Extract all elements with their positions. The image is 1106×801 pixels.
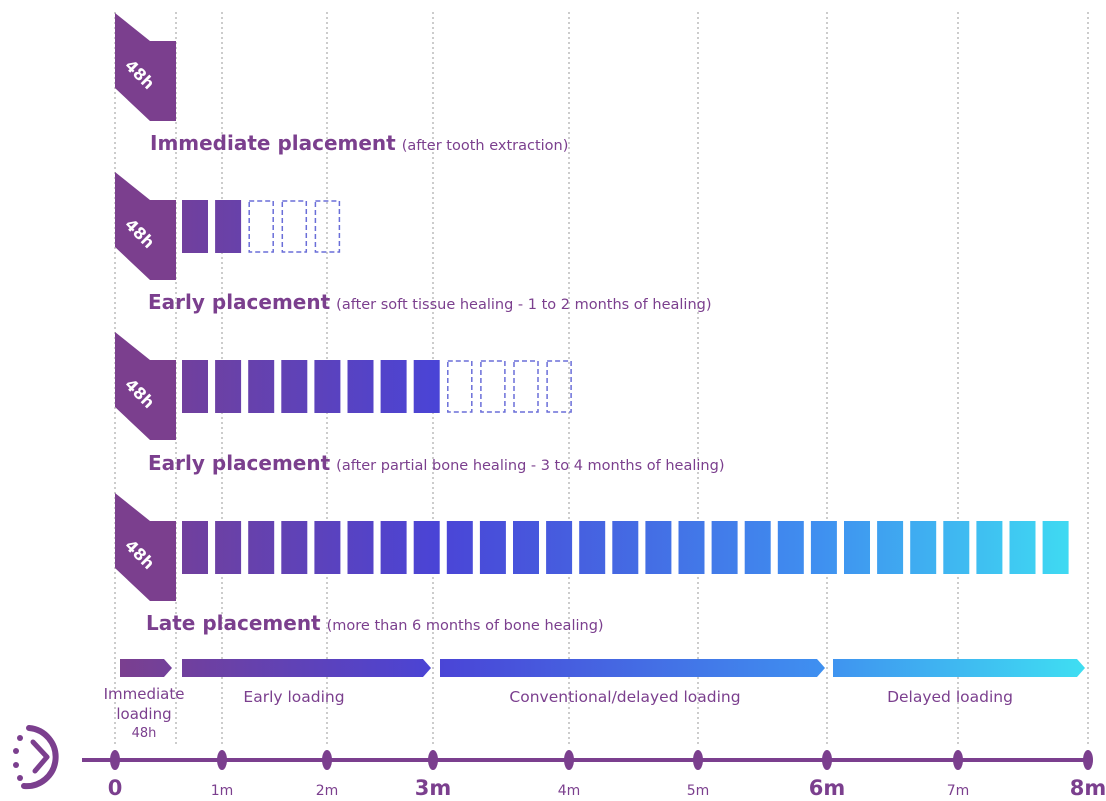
- timeline-dot: [564, 750, 574, 770]
- loading-phase-arrow: [440, 659, 825, 677]
- healing-block: [744, 521, 771, 574]
- row-title-late: Late placement (more than 6 months of bon…: [146, 611, 604, 635]
- healing-block: [281, 360, 308, 413]
- row-title-immediate: Immediate placement (after tooth extracti…: [150, 131, 569, 155]
- healing-block: [546, 521, 573, 574]
- healing-block: [413, 521, 440, 574]
- healing-block: [380, 360, 407, 413]
- healing-block: [215, 200, 242, 253]
- timeline-dot: [428, 750, 438, 770]
- tick-label: 2m: [315, 783, 339, 799]
- loading-phase-arrow: [120, 659, 172, 677]
- healing-block: [215, 521, 242, 574]
- optional-block: [546, 360, 572, 413]
- healing-block: [248, 360, 275, 413]
- optional-block: [248, 200, 274, 253]
- optional-block: [447, 360, 473, 413]
- healing-block: [943, 521, 970, 574]
- tick-label: 6m: [808, 776, 846, 800]
- placement-row: [115, 332, 572, 440]
- healing-block: [182, 521, 208, 574]
- tag-48h-shape: [115, 13, 176, 121]
- clock-history-icon: [13, 725, 59, 790]
- tick-label: 1m: [210, 783, 234, 799]
- healing-block: [215, 360, 242, 413]
- healing-block: [844, 521, 870, 574]
- healing-block: [976, 521, 1003, 574]
- placement-row: [115, 13, 176, 121]
- healing-block: [777, 521, 804, 574]
- healing-block: [182, 360, 208, 413]
- healing-block: [579, 521, 606, 574]
- tag-48h-shape: [115, 172, 176, 280]
- timeline-dot: [693, 750, 703, 770]
- tick-label: 0: [107, 776, 123, 800]
- row-title-early-bone: Early placement (after partial bone heali…: [148, 451, 725, 475]
- healing-block: [182, 200, 208, 253]
- tick-label: 3m: [414, 776, 452, 800]
- healing-block: [314, 521, 341, 574]
- optional-block: [281, 200, 308, 253]
- placement-rows: [115, 13, 1069, 601]
- loading-phase-arrows: [120, 659, 1085, 677]
- healing-block: [1009, 521, 1036, 574]
- loading-phase-arrow: [182, 659, 431, 677]
- row-title-early-soft-tissue: Early placement (after soft tissue healin…: [148, 290, 712, 314]
- healing-block: [479, 521, 506, 574]
- healing-block: [314, 360, 341, 413]
- healing-block: [380, 521, 407, 574]
- healing-block: [645, 521, 672, 574]
- placement-row: [115, 172, 341, 280]
- healing-block: [711, 521, 738, 574]
- phase-label-early: Early loading: [243, 688, 345, 706]
- optional-block: [480, 360, 506, 413]
- healing-block: [281, 521, 308, 574]
- healing-block: [1042, 521, 1069, 574]
- healing-block: [446, 521, 473, 574]
- timeline-axis: [82, 750, 1093, 770]
- tick-label: 8m: [1069, 776, 1106, 800]
- tag-48h-shape: [115, 493, 176, 601]
- healing-block: [413, 360, 440, 413]
- healing-block: [877, 521, 904, 574]
- healing-block: [347, 360, 374, 413]
- healing-block: [248, 521, 275, 574]
- timeline-dot: [822, 750, 832, 770]
- tick-label: 5m: [686, 783, 710, 799]
- healing-block: [910, 521, 937, 574]
- loading-phase-arrow: [833, 659, 1085, 677]
- optional-block: [314, 200, 341, 253]
- timeline-dot: [110, 750, 120, 770]
- healing-block: [678, 521, 705, 574]
- healing-block: [347, 521, 374, 574]
- phase-label-conventional: Conventional/delayed loading: [509, 688, 741, 706]
- healing-block: [810, 521, 837, 574]
- timeline-dot: [217, 750, 227, 770]
- tick-label: 7m: [946, 783, 970, 799]
- placement-row: [115, 493, 1069, 601]
- healing-block: [513, 521, 539, 574]
- phase-label-immediate: Immediate loading 48h: [103, 685, 185, 741]
- tick-label: 4m: [557, 783, 581, 799]
- timeline-dot: [1083, 750, 1093, 770]
- phase-label-delayed: Delayed loading: [887, 688, 1013, 706]
- healing-block: [612, 521, 639, 574]
- timeline-dot: [322, 750, 332, 770]
- optional-block: [513, 360, 539, 413]
- timeline-dot: [953, 750, 963, 770]
- tag-48h-shape: [115, 332, 176, 440]
